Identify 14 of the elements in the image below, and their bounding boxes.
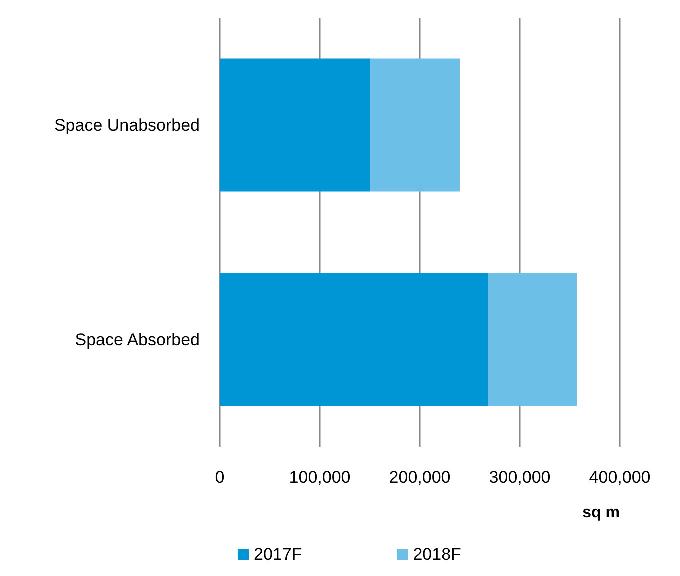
bar — [370, 58, 460, 192]
x-tick-label: 0 — [215, 468, 225, 487]
x-tick-label: 400,000 — [589, 468, 651, 487]
bar — [220, 273, 488, 406]
legend-label: 2017F — [254, 545, 302, 564]
y-tick-label: Space Absorbed — [75, 330, 200, 350]
y-tick-label: Space Unabsorbed — [54, 116, 200, 135]
bar — [220, 58, 370, 192]
legend-label: 2018F — [413, 545, 462, 564]
bar — [488, 273, 577, 406]
x-axis-title: sq m — [582, 504, 620, 522]
x-tick-label: 100,000 — [289, 468, 351, 487]
x-tick-label: 200,000 — [389, 468, 451, 487]
x-tick-label: 300,000 — [489, 468, 551, 487]
